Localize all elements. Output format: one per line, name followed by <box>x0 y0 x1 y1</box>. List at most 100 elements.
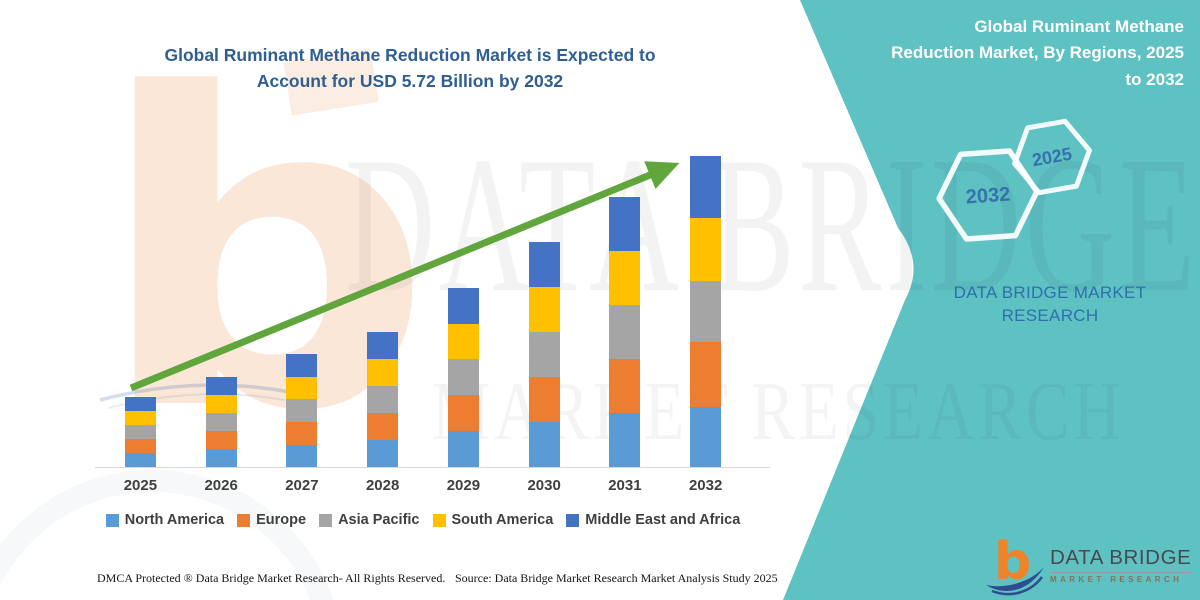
dmca-text: DMCA Protected ® Data Bridge Market Rese… <box>97 571 446 585</box>
segment-2029-asia-pacific <box>447 359 479 395</box>
segment-2031-south-america <box>609 251 641 305</box>
segment-2027-middle-east-and-africa <box>286 354 318 377</box>
logo-subtext: MARKET RESEARCH <box>1050 575 1183 584</box>
legend-label: Europe <box>256 512 307 528</box>
brand-text-line-1: DATA BRIDGE MARKET <box>953 283 1147 302</box>
segment-2032-asia-pacific <box>690 281 722 342</box>
chart-title-line-1: Global Ruminant Methane Reduction Market… <box>164 45 656 65</box>
segment-2026-south-america <box>205 395 237 413</box>
source-text: Source: Data Bridge Market Research Mark… <box>455 571 778 585</box>
segment-2027-asia-pacific <box>286 399 318 422</box>
hexagon-2032: 2032 <box>936 148 1040 242</box>
bar-2031 <box>609 197 641 467</box>
x-axis-line <box>95 467 770 468</box>
brand-text: DATA BRIDGE MARKET RESEARCH <box>930 282 1170 328</box>
logo-divider <box>1050 572 1192 573</box>
segment-2025-south-america <box>124 411 156 425</box>
brand-text-line-2: RESEARCH <box>1001 305 1099 325</box>
x-axis-labels: 2025 2026 2027 2028 2029 2030 2031 2032 <box>100 477 746 494</box>
segment-2031-middle-east-and-africa <box>609 197 641 251</box>
bar-column-2030 <box>504 156 585 467</box>
legend-swatch-icon <box>432 513 446 527</box>
right-panel-title-line-3: to 2032 <box>1125 69 1184 89</box>
segment-2028-north-america <box>367 440 399 467</box>
legend-label: Middle East and Africa <box>585 512 741 528</box>
legend-label: North America <box>124 512 225 528</box>
segment-2028-south-america <box>367 359 399 386</box>
bar-2029 <box>447 288 479 467</box>
segment-2025-middle-east-and-africa <box>124 397 156 411</box>
segment-2029-europe <box>447 395 479 431</box>
chart-title: Global Ruminant Methane Reduction Market… <box>110 42 710 95</box>
segment-2028-middle-east-and-africa <box>367 332 399 359</box>
segment-2032-south-america <box>690 218 722 281</box>
legend-item-north-america: North America <box>105 512 225 528</box>
bar-2026 <box>205 377 237 467</box>
bar-2032 <box>690 156 722 467</box>
x-tick-2030: 2030 <box>527 477 561 494</box>
chart-title-line-2: Account for USD 5.72 Billion by 2032 <box>256 71 564 92</box>
segment-2026-asia-pacific <box>205 413 237 431</box>
legend-label: Asia Pacific <box>338 512 420 528</box>
logo-b-icon: b <box>986 533 1044 596</box>
hexagon-2032-label: 2032 <box>965 183 1011 208</box>
right-panel-title: Global Ruminant Methane Reduction Market… <box>854 14 1184 93</box>
legend-swatch-icon <box>105 513 119 527</box>
segment-2030-middle-east-and-africa <box>528 242 560 287</box>
bar-2025 <box>124 397 156 467</box>
segment-2032-europe <box>690 342 722 407</box>
segment-2029-middle-east-and-africa <box>447 288 479 324</box>
legend-swatch-icon <box>319 513 333 527</box>
logo-text: DATA BRIDGE MARKET RESEARCH <box>1050 546 1192 584</box>
legend-item-middle-east-and-africa: Middle East and Africa <box>566 512 740 528</box>
segment-2025-north-america <box>124 453 156 467</box>
segment-2027-europe <box>286 422 318 445</box>
segment-2026-europe <box>205 431 237 449</box>
right-panel-title-line-2: Reduction Market, By Regions, 2025 <box>891 43 1184 63</box>
segment-2031-europe <box>609 359 641 413</box>
x-tick-2028: 2028 <box>365 477 400 494</box>
segment-2026-north-america <box>205 449 237 467</box>
legend-label: South America <box>451 512 554 528</box>
plot-area <box>100 156 746 467</box>
segment-2031-asia-pacific <box>609 305 641 359</box>
bar-column-2031 <box>585 156 666 467</box>
segment-2029-south-america <box>447 324 479 359</box>
x-tick-2026: 2026 <box>204 477 238 494</box>
segment-2030-north-america <box>528 422 560 467</box>
bar-column-2025 <box>100 156 181 467</box>
hexagon-2025: 2025 <box>1012 118 1092 196</box>
segment-2027-north-america <box>286 445 318 467</box>
segment-2030-asia-pacific <box>528 332 560 377</box>
logo-name: DATA BRIDGE <box>1050 546 1192 569</box>
x-tick-2032: 2032 <box>688 477 723 494</box>
bar-column-2029 <box>423 156 504 467</box>
segment-2028-europe <box>367 413 399 440</box>
legend-swatch-icon <box>237 513 251 527</box>
x-tick-2025: 2025 <box>123 477 158 494</box>
segment-2031-north-america <box>609 413 641 467</box>
segment-2032-middle-east-and-africa <box>690 156 722 218</box>
legend-swatch-icon <box>566 513 580 527</box>
legend: North America Europe Asia Pacific South Ame… <box>95 512 751 528</box>
data-bridge-logo: b DATA BRIDGE MARKET RESEARCH <box>984 532 1192 598</box>
bar-column-2027 <box>262 156 343 467</box>
x-tick-2031: 2031 <box>608 477 642 494</box>
bar-2028 <box>367 332 399 467</box>
x-tick-2027: 2027 <box>285 477 319 494</box>
segment-2030-europe <box>528 377 560 422</box>
segment-2026-middle-east-and-africa <box>205 377 237 395</box>
segment-2025-europe <box>124 439 156 453</box>
legend-item-europe: Europe <box>237 512 306 528</box>
year-hexagons: 2025 2032 <box>936 118 1092 242</box>
segment-2030-south-america <box>528 287 560 332</box>
legend-item-asia-pacific: Asia Pacific <box>319 512 420 528</box>
legend-item-south-america: South America <box>432 512 554 528</box>
x-tick-2029: 2029 <box>446 477 481 494</box>
segment-2032-north-america <box>690 407 722 467</box>
bar-column-2026 <box>181 156 262 467</box>
segment-2025-asia-pacific <box>124 425 156 439</box>
segment-2028-asia-pacific <box>367 386 399 413</box>
